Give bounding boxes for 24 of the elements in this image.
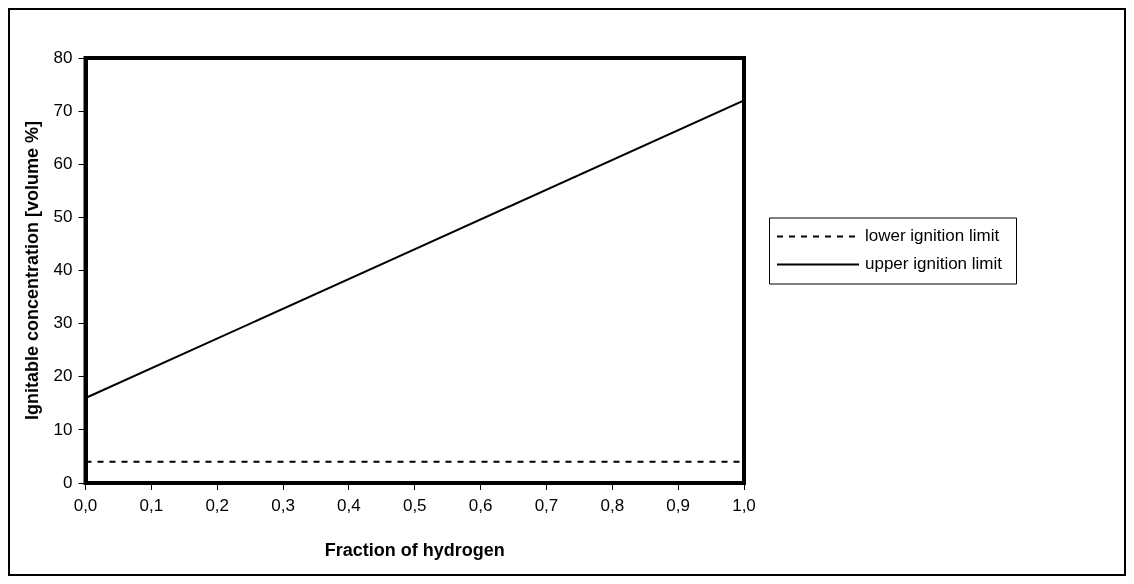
- y-tick-label: 30: [53, 313, 73, 333]
- x-tick-label: 0,6: [468, 495, 493, 515]
- y-tick-label: 0: [63, 472, 73, 492]
- x-tick-label: 0,7: [534, 495, 559, 515]
- x-tick-label: 1,0: [732, 495, 756, 515]
- y-tick-label: 40: [53, 260, 73, 280]
- x-tick-label: 0,0: [73, 495, 98, 515]
- y-tick-label: 50: [53, 207, 73, 227]
- legend-label: upper ignition limit: [865, 254, 1003, 274]
- x-tick-label: 0,8: [600, 495, 625, 515]
- x-tick-label: 0,1: [139, 495, 164, 515]
- x-axis-title: Fraction of hydrogen: [324, 540, 505, 561]
- y-tick-label: 80: [53, 47, 73, 67]
- y-tick-label: 20: [53, 366, 73, 386]
- y-tick-label: 10: [53, 419, 73, 439]
- x-tick-label: 0,5: [402, 495, 427, 515]
- y-axis-title: Ignitable concentration [volume %]: [21, 120, 42, 421]
- x-tick-label: 0,3: [271, 495, 295, 515]
- x-tick-label: 0,4: [337, 495, 361, 515]
- x-tick-label: 0,2: [205, 495, 230, 515]
- legend-label: lower ignition limit: [865, 226, 1000, 246]
- x-tick-label: 0,9: [666, 495, 690, 515]
- y-tick-label: 70: [53, 100, 73, 120]
- y-tick-label: 60: [53, 153, 73, 173]
